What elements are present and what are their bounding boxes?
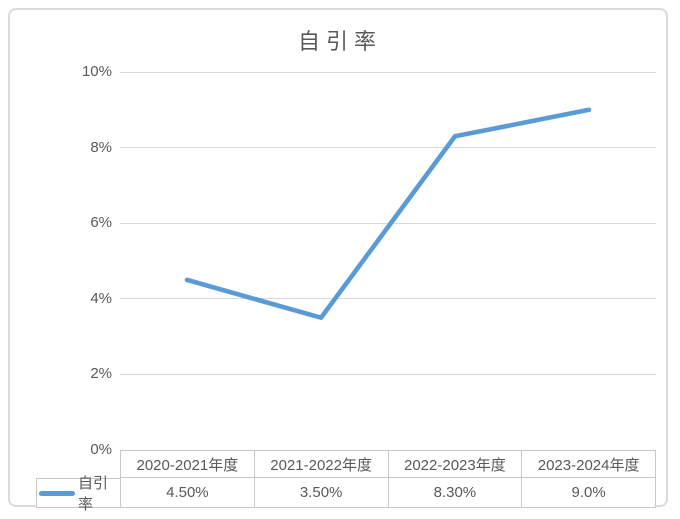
chart-outer-border — [8, 8, 668, 507]
table-header-cell-0: 2020-2021年度 — [136, 456, 239, 474]
gridline-10 — [120, 71, 656, 73]
y-tick-label-10: 10% — [81, 63, 112, 80]
legend-cell[interactable]: 自引率 — [36, 475, 120, 513]
data-table-header-row: 2020-2021年度 2021-2022年度 2022-2023年度 2023-20… — [120, 450, 656, 478]
table-header-cell-2: 2022-2023年度 — [387, 451, 522, 477]
table-value-cell-2: 8.30% — [387, 478, 522, 507]
y-tick-label-2: 2% — [90, 365, 112, 383]
legend-line-marker-icon — [39, 490, 75, 496]
gridline-6 — [120, 222, 656, 224]
table-value-cell-3: 9.0% — [521, 478, 655, 507]
y-tick-label-4: 4% — [90, 289, 112, 307]
gridline-2 — [120, 373, 656, 375]
y-tick-label-8: 8% — [90, 138, 112, 156]
gridline-4 — [120, 298, 656, 300]
table-value-cell-1: 3.50% — [253, 478, 388, 507]
data-table-value-row: 4.50% 3.50% 8.30% 9.0% — [120, 478, 656, 508]
table-header-cell-1: 2021-2022年度 — [253, 451, 388, 477]
gridline-8 — [120, 147, 656, 149]
y-tick-label-0: 0% — [90, 441, 112, 458]
y-tick-label-6: 6% — [90, 214, 112, 232]
chart-title: 自引率 — [297, 29, 382, 54]
table-value-cell-0: 4.50% — [166, 484, 209, 501]
legend-series-label: 自引率 — [78, 475, 109, 513]
table-header-cell-3: 2023-2024年度 — [521, 451, 655, 477]
